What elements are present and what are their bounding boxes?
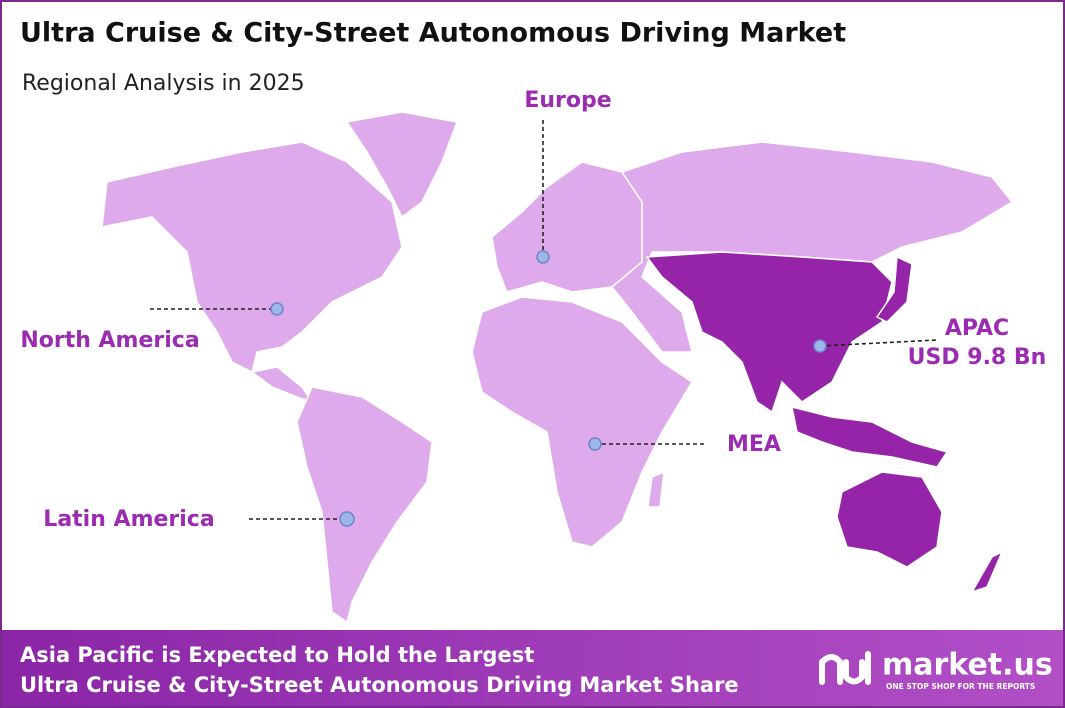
europe (491, 161, 643, 293)
footer-line: Asia Pacific is Expected to Hold the Lar… (20, 643, 534, 667)
world-map (101, 111, 1014, 624)
greenland (345, 111, 459, 219)
region-label: North America (20, 328, 199, 353)
footer-band (2, 630, 1063, 706)
marker (588, 437, 602, 451)
japan (875, 255, 913, 323)
marker (270, 302, 284, 316)
logo-tagline: ONE STOP SHOP FOR THE REPORTS (886, 682, 1035, 691)
region-label: Latin America (43, 507, 214, 532)
region-value: USD 9.8 Bn (908, 345, 1047, 370)
region-label: MEA (727, 432, 781, 457)
marker (813, 339, 827, 353)
north-america (101, 141, 403, 374)
madagascar (647, 470, 665, 508)
region-label: APAC (945, 316, 1009, 341)
logo-icon (819, 651, 871, 685)
leader-line (819, 339, 938, 347)
africa (471, 296, 694, 548)
south-america (296, 386, 433, 624)
callouts: North America Europe APAC USD 9.8 Bn MEA… (20, 88, 1046, 532)
marker (536, 250, 550, 264)
title: Ultra Cruise & City-Street Autonomous Dr… (20, 18, 846, 49)
southeast-asia (791, 405, 949, 468)
asia-pacific (645, 251, 893, 414)
central-america (250, 366, 314, 404)
region-label: Europe (524, 88, 611, 113)
footer-line: Ultra Cruise & City-Street Autonomous Dr… (20, 673, 739, 697)
australia (836, 471, 943, 568)
logo-name: market.us (882, 648, 1053, 683)
subtitle: Regional Analysis in 2025 (22, 71, 305, 96)
marker (339, 511, 355, 527)
new-zealand (970, 550, 1004, 594)
logo: market.us ONE STOP SHOP FOR THE REPORTS (819, 648, 1053, 691)
